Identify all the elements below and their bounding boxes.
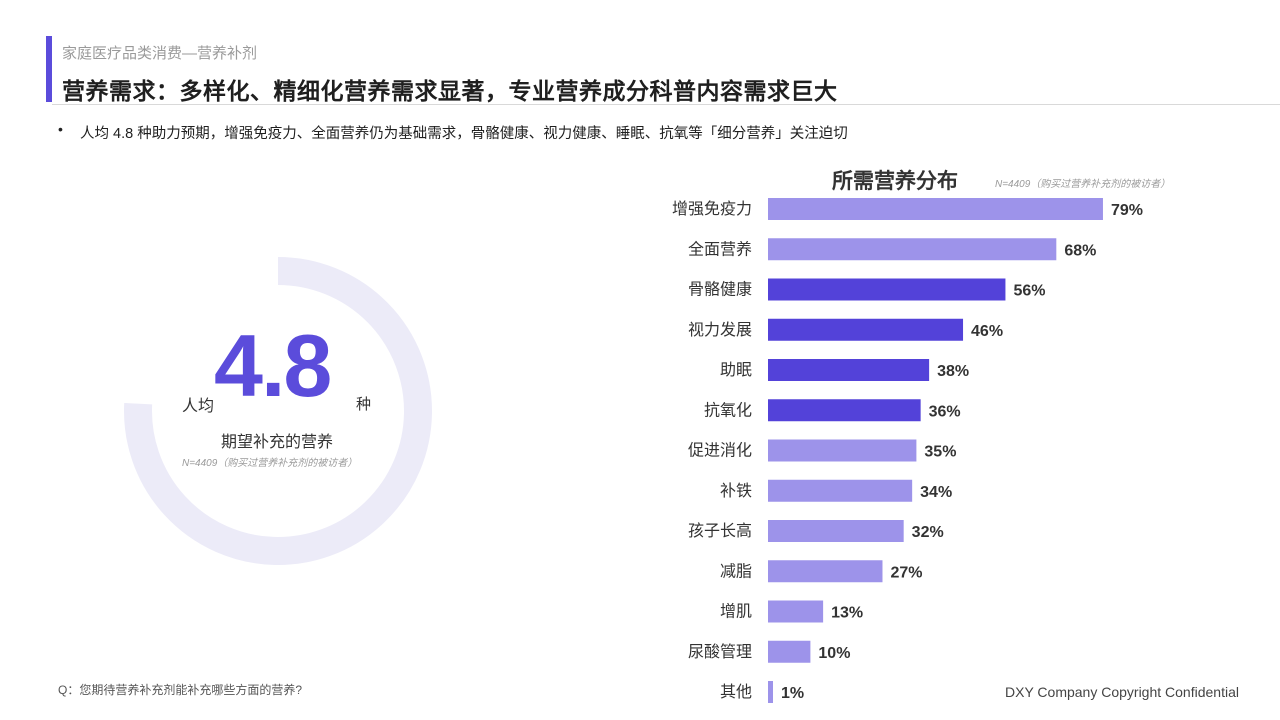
bar	[768, 399, 921, 422]
bar	[768, 640, 811, 663]
category-label: 增强免疫力	[672, 200, 752, 218]
category-label: 助眠	[720, 361, 752, 379]
value-label: 10%	[818, 645, 850, 662]
category-label: 其他	[720, 683, 752, 701]
category-label: 视力发展	[688, 321, 752, 339]
value-label: 56%	[1013, 283, 1045, 300]
key-finding-text: 人均 4.8 种助力预期，增强免疫力、全面营养仍为基础需求，骨骼健康、视力健康、…	[80, 126, 848, 142]
value-label: 32%	[912, 524, 944, 541]
title-accent-bar	[46, 36, 52, 102]
bar	[768, 479, 913, 502]
bar	[768, 560, 883, 583]
title-divider	[52, 104, 1280, 105]
category-label: 孩子长高	[688, 522, 752, 540]
donut-sample-note: N=4409（购买过营养补充剂的被访者）	[182, 458, 358, 469]
category-label: 骨骼健康	[688, 281, 752, 299]
copyright-footer: DXY Company Copyright Confidential	[1005, 684, 1239, 700]
value-label: 1%	[781, 685, 804, 702]
category-label: 减脂	[720, 562, 752, 580]
value-label: 36%	[929, 403, 961, 420]
donut-caption: 期望补充的营养	[221, 434, 334, 451]
bar	[768, 520, 904, 542]
category-label: 补铁	[720, 482, 752, 500]
survey-question: Q：您期待营养补充剂能补充哪些方面的营养?	[58, 683, 303, 697]
value-label: 27%	[890, 564, 922, 581]
category-label: 抗氧化	[704, 401, 752, 419]
value-label: 13%	[831, 605, 863, 622]
bar	[768, 600, 824, 623]
value-label: 38%	[937, 363, 969, 380]
page-title: 营养需求：多样化、精细化营养需求显著，专业营养成分科普内容需求巨大	[62, 78, 838, 104]
average-suffix-label: 种	[356, 396, 372, 413]
chart-sample-note: N=4409（购买过营养补充剂的被访者）	[995, 179, 1171, 190]
chart-title: 所需营养分布	[832, 170, 958, 193]
value-label: 46%	[971, 323, 1003, 340]
bar	[768, 439, 917, 462]
value-label: 68%	[1064, 242, 1096, 259]
bar	[768, 278, 1006, 301]
value-label: 34%	[920, 484, 952, 501]
average-count-value: 4.8	[214, 316, 332, 415]
bar	[768, 198, 1103, 220]
value-label: 79%	[1111, 202, 1143, 219]
category-label: 尿酸管理	[688, 643, 752, 661]
category-label: 全面营养	[688, 240, 752, 258]
bar	[768, 359, 930, 381]
bar	[768, 238, 1057, 261]
value-label: 35%	[924, 444, 956, 461]
average-prefix-label: 人均	[182, 398, 215, 415]
donut-track	[124, 257, 432, 565]
bar	[768, 318, 964, 341]
bar	[768, 681, 773, 703]
category-label: 增肌	[720, 603, 752, 621]
bullet-marker: •	[58, 121, 63, 137]
donut-chart	[124, 257, 432, 565]
section-subtitle: 家庭医疗品类消费—营养补剂	[62, 45, 258, 62]
category-label: 促进消化	[688, 442, 752, 460]
